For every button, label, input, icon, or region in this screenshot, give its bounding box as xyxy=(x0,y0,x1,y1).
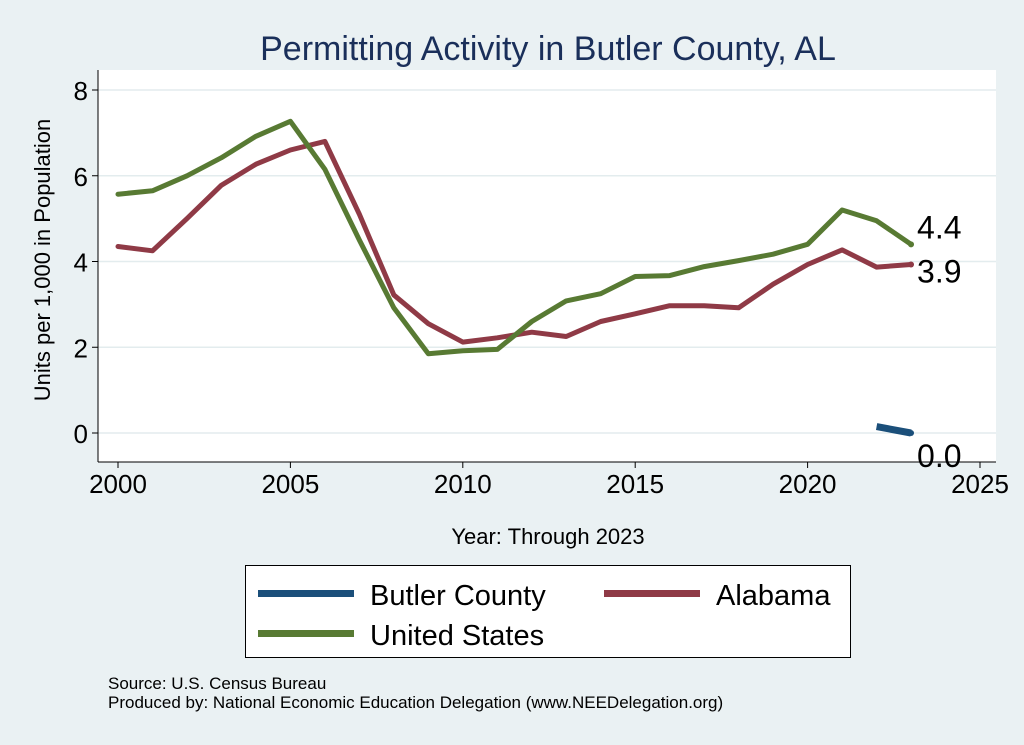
source-note: Source: U.S. Census Bureau xyxy=(108,674,327,693)
y-tick-label-4: 4 xyxy=(74,248,88,278)
series-line-united-states xyxy=(115,118,914,357)
x-tick-label-2005: 2005 xyxy=(261,469,319,499)
axes: 0 2 4 6 8 2000 2005 2010 2015 2020 2025 xyxy=(74,70,1009,499)
x-tick-label-2015: 2015 xyxy=(606,469,664,499)
end-label-butler-county: 0.0 xyxy=(917,438,961,474)
x-tick-label-2020: 2020 xyxy=(779,469,837,499)
y-tick-label-6: 6 xyxy=(74,162,88,192)
x-tick-label-2010: 2010 xyxy=(434,469,492,499)
y-axis-label: Units per 1,000 in Population xyxy=(30,119,55,402)
series-endpoint-alabama xyxy=(908,261,915,268)
series-endpoint-united-states xyxy=(908,241,915,248)
series-layer: 0.0 3.9 4.4 xyxy=(115,118,962,474)
grid-lines xyxy=(98,89,996,434)
x-tick-label-2025: 2025 xyxy=(951,469,1009,499)
legend-swatch-butler-county xyxy=(258,590,354,597)
chart-title: Permitting Activity in Butler County, AL xyxy=(260,30,836,68)
legend-label-butler-county: Butler County xyxy=(370,580,546,612)
end-label-united-states: 4.4 xyxy=(917,209,961,245)
series-endpoint-butler-county xyxy=(908,430,915,436)
legend: Butler County Alabama United States xyxy=(245,565,851,658)
end-label-alabama: 3.9 xyxy=(917,254,961,290)
plot-area xyxy=(98,70,996,462)
producer-note: Produced by: National Economic Education… xyxy=(108,693,724,712)
x-tick-label-2000: 2000 xyxy=(89,469,147,499)
y-tick-label-2: 2 xyxy=(74,333,88,363)
y-tick-label-0: 0 xyxy=(74,419,88,449)
y-tick-label-8: 8 xyxy=(74,76,88,106)
x-axis-label: Year: Through 2023 xyxy=(451,524,644,549)
series-line-butler-county xyxy=(875,423,912,437)
legend-label-united-states: United States xyxy=(370,620,545,652)
legend-swatch-united-states xyxy=(258,630,354,637)
legend-label-alabama: Alabama xyxy=(716,580,831,612)
legend-swatch-alabama xyxy=(604,590,700,597)
